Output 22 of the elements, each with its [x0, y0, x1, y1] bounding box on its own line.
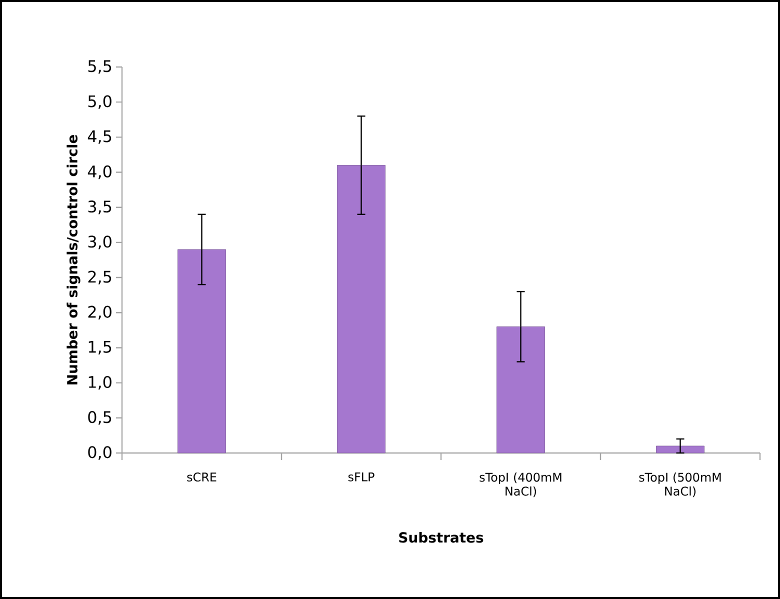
- y-tick-label: 3,0: [88, 236, 112, 250]
- x-tick-label: sTopI (400mM NaCl): [480, 472, 562, 498]
- bar: [496, 326, 545, 454]
- bar: [656, 446, 704, 454]
- y-tick-label: 5,0: [88, 95, 112, 109]
- y-tick-label: 4,5: [88, 130, 112, 144]
- y-axis-title: Number of signals/control circle: [66, 134, 80, 384]
- y-tick-label: 2,0: [88, 306, 112, 320]
- y-tick-label: 2,5: [88, 270, 112, 284]
- y-tick-label: 5,5: [88, 60, 112, 74]
- y-tick-label: 0,0: [88, 446, 112, 460]
- x-axis-title: Substrates: [399, 532, 484, 543]
- y-tick-label: 1,5: [88, 340, 112, 354]
- y-tick-label: 4,0: [88, 165, 112, 180]
- bar: [337, 165, 386, 454]
- bar: [178, 249, 226, 454]
- x-tick-label: sCRE: [187, 472, 216, 482]
- x-tick-label: sFLP: [348, 472, 374, 482]
- x-tick-label: sTopI (500mM NaCl): [639, 472, 721, 498]
- y-tick-label: 1,0: [88, 376, 112, 390]
- y-tick-label: 0,5: [88, 411, 112, 425]
- y-tick-label: 3,5: [88, 200, 112, 214]
